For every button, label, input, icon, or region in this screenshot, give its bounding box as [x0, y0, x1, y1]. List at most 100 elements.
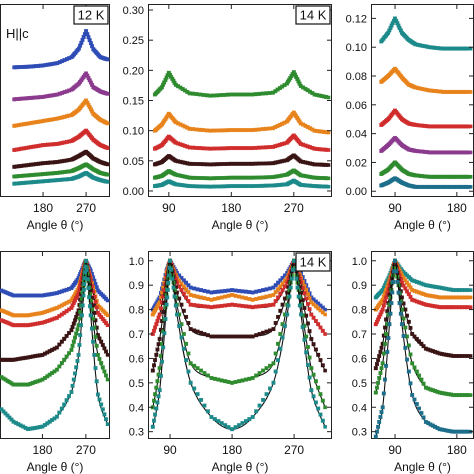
data-point [69, 347, 74, 352]
data-point [104, 373, 108, 378]
data-point [71, 321, 76, 326]
data-point [294, 276, 299, 281]
data-point [257, 175, 262, 180]
data-point [191, 127, 196, 132]
data-point [320, 363, 325, 368]
data-point [223, 334, 228, 339]
data-point [388, 295, 393, 300]
data-point [373, 366, 378, 371]
data-point [318, 358, 323, 363]
data-point [152, 398, 156, 403]
data-point [264, 161, 268, 166]
data-point [192, 293, 197, 298]
data-point [226, 334, 231, 339]
data-point [222, 92, 227, 97]
data-point [318, 303, 323, 308]
data-point [375, 362, 379, 367]
data-point [384, 295, 389, 300]
data-point [247, 376, 252, 381]
data-point [388, 311, 393, 316]
data-point [223, 423, 228, 428]
y-tick-label: 0.3 [352, 427, 367, 439]
data-point [247, 304, 252, 309]
data-point [405, 357, 409, 362]
data-point [104, 349, 108, 354]
data-point [267, 145, 272, 150]
data-point [88, 313, 93, 318]
data-point [3, 411, 8, 416]
data-point [313, 347, 318, 352]
data-point [264, 294, 269, 299]
data-point [202, 296, 207, 301]
data-point [282, 323, 287, 328]
data-point [177, 284, 182, 289]
data-point [155, 400, 160, 405]
data-point [225, 184, 230, 189]
y-tick-label: 0.02 [346, 157, 367, 169]
data-point [156, 394, 161, 399]
data-point [250, 146, 255, 151]
data-point [239, 184, 244, 189]
data-point [76, 352, 81, 357]
data-point [391, 279, 396, 284]
data-point [237, 423, 241, 428]
data-point [215, 162, 220, 167]
data-point [326, 176, 331, 181]
data-point [401, 316, 406, 321]
data-point [257, 91, 262, 96]
data-point [1, 409, 6, 414]
data-point [323, 425, 327, 429]
data-point [421, 344, 426, 349]
data-point [240, 295, 245, 300]
data-point [206, 289, 210, 294]
data-point [375, 385, 379, 390]
data-point [257, 183, 262, 188]
y-tick-label: 0.00 [123, 186, 144, 198]
chart-panel-6: 90 180 0.3 0.4 0.5 0.6 0.7 0.8 0.9 1.0 Angle θ (°) [352, 251, 474, 474]
data-point [192, 286, 197, 291]
data-point [311, 372, 316, 377]
data-point [410, 361, 415, 366]
temperature-label: 12 K [78, 8, 105, 23]
data-point [380, 361, 385, 366]
data-point [205, 176, 209, 181]
y-tick-label: 0.6 [129, 353, 144, 365]
data-point [198, 146, 203, 151]
data-point [378, 371, 383, 376]
chart-panel-2: 90 180 270 0.00 0.05 0.10 0.15 0.20 0.25 0.30 Angl… [123, 4, 332, 232]
x-tick-label: 270 [284, 443, 304, 457]
data-point [223, 379, 228, 384]
data-point [260, 175, 265, 180]
data-point [181, 332, 186, 336]
temperature-label-box [73, 5, 109, 25]
data-point [468, 185, 473, 189]
data-point [230, 427, 235, 432]
data-point [100, 407, 105, 412]
data-point [253, 161, 258, 166]
data-point [250, 161, 255, 166]
data-point [91, 316, 96, 321]
data-point [73, 318, 77, 323]
data-point [212, 297, 217, 301]
data-point [264, 175, 268, 180]
data-point [164, 302, 169, 307]
data-point [202, 288, 207, 293]
data-point [318, 412, 323, 417]
data-point [271, 361, 276, 366]
data-point [70, 383, 75, 388]
data-point [54, 345, 59, 350]
data-point [160, 359, 164, 364]
data-point [199, 397, 204, 402]
data-point [188, 361, 193, 366]
data-point [70, 343, 75, 348]
data-point [184, 280, 189, 285]
data-point [105, 162, 110, 167]
data-point [300, 298, 305, 303]
data-point [93, 334, 98, 339]
data-point [313, 319, 318, 323]
data-point [179, 335, 184, 340]
data-point [273, 299, 278, 304]
data-point [153, 392, 158, 397]
data-point [187, 184, 192, 189]
